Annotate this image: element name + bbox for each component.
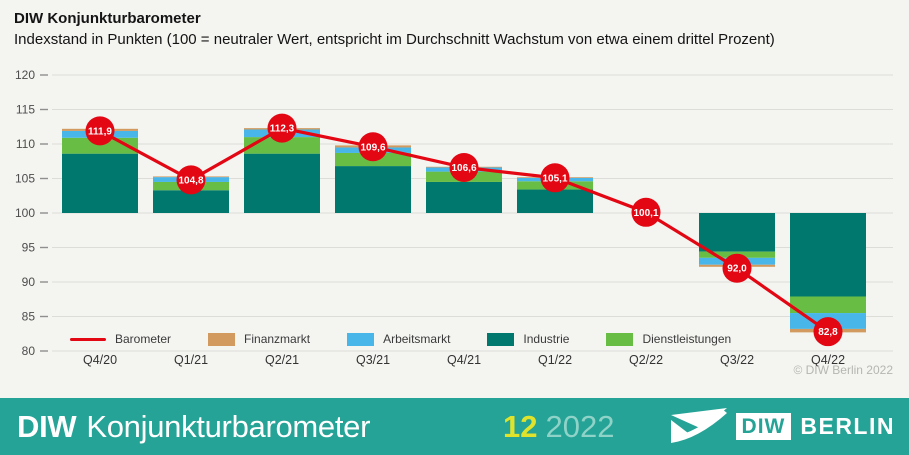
legend-label: Dienstleistungen [642,332,732,346]
logo-berlin-text: BERLIN [800,413,895,439]
svg-text:115: 115 [16,103,35,117]
svg-text:Q3/22: Q3/22 [720,353,754,367]
svg-text:105,1: 105,1 [542,173,567,184]
legend-line-swatch [70,337,106,341]
svg-text:104,8: 104,8 [178,175,203,186]
svg-text:Q2/21: Q2/21 [265,353,299,367]
svg-text:Q2/22: Q2/22 [629,353,663,367]
svg-text:110: 110 [16,137,35,151]
footer-brand-bold: DIW [17,408,77,444]
svg-text:111,9: 111,9 [88,126,112,137]
svg-text:90: 90 [22,275,36,289]
legend-color-swatch [487,332,515,346]
legend-color-swatch [606,332,634,346]
issue-year: 2022 [545,408,615,444]
point-markers: 111,9 104,8 112,3 109,6 106,6 105,1 100,1 92,0 8… [85,113,843,347]
svg-text:Q3/21: Q3/21 [356,353,390,367]
svg-text:80: 80 [22,344,36,358]
footer-brand-rest: Konjunkturbarometer [86,408,371,444]
svg-text:82,8: 82,8 [818,327,838,338]
page-subtitle: Indexstand in Punkten (100 = neutraler W… [14,31,775,48]
diw-berlin-logo: DIW BERLIN [670,398,895,455]
footer-brand: DIW Konjunkturbarometer [17,398,370,455]
svg-text:Q4/20: Q4/20 [83,353,117,367]
legend-label: Industrie [523,332,570,346]
logo-envelope-icon [670,407,727,443]
footer-banner: DIW Konjunkturbarometer 12 2022 DIW BERL… [0,398,909,455]
x-axis-labels: Q4/20 Q1/21 Q2/21 Q3/21 Q4/21 Q1/22 Q2/22 Q3/22… [83,353,845,367]
legend-label: Barometer [115,332,172,346]
svg-text:105: 105 [15,172,35,186]
legend-item-finanzmarkt: Finanzmarkt [208,332,310,346]
svg-text:112,3: 112,3 [270,124,295,135]
chart-canvas: 120 115 110 105 100 95 90 85 80 111,9 104,8 112,3 10… [15,68,893,367]
legend-color-swatch [347,332,375,346]
svg-text:95: 95 [22,241,36,255]
svg-text:Q1/22: Q1/22 [538,353,572,367]
svg-text:Q4/22: Q4/22 [811,353,845,367]
footer-issue: 12 2022 [503,398,614,455]
chart-area: 120 115 110 105 100 95 90 85 80 111,9 104,8 112,3 10… [0,60,909,400]
svg-text:Q1/21: Q1/21 [174,353,208,367]
legend-item-arbeitsmarkt: Arbeitsmarkt [347,332,450,346]
page-title: DIW Konjunkturbarometer [14,10,201,27]
svg-text:120: 120 [15,68,35,82]
legend: Barometer Finanzmarkt Arbeitsmarkt Industri… [70,330,731,348]
svg-text:100: 100 [15,206,35,220]
svg-text:106,6: 106,6 [451,163,476,174]
svg-text:85: 85 [22,310,36,324]
svg-text:100,1: 100,1 [633,208,658,219]
svg-text:109,6: 109,6 [360,142,385,153]
svg-text:Q4/21: Q4/21 [447,353,481,367]
legend-label: Finanzmarkt [244,332,311,346]
legend-label: Arbeitsmarkt [383,332,451,346]
legend-item-barometer: Barometer [70,332,171,346]
logo-diw-badge: DIW [735,413,792,440]
legend-color-swatch [208,332,236,346]
legend-item-dienstleistungen: Dienstleistungen [606,332,731,346]
copyright-note: © DIW Berlin 2022 [793,363,893,377]
chart-header: DIW Konjunkturbarometer Indexstand in Pu… [14,8,894,51]
svg-text:92,0: 92,0 [727,264,747,275]
legend-item-industrie: Industrie [487,332,569,346]
issue-number: 12 [503,408,538,444]
